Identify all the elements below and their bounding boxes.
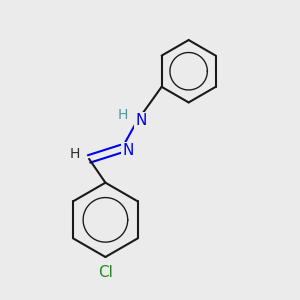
- Text: H: H: [118, 108, 128, 122]
- Text: H: H: [70, 148, 80, 161]
- Text: N: N: [122, 142, 134, 158]
- Text: Cl: Cl: [98, 265, 113, 280]
- Text: N: N: [135, 113, 147, 128]
